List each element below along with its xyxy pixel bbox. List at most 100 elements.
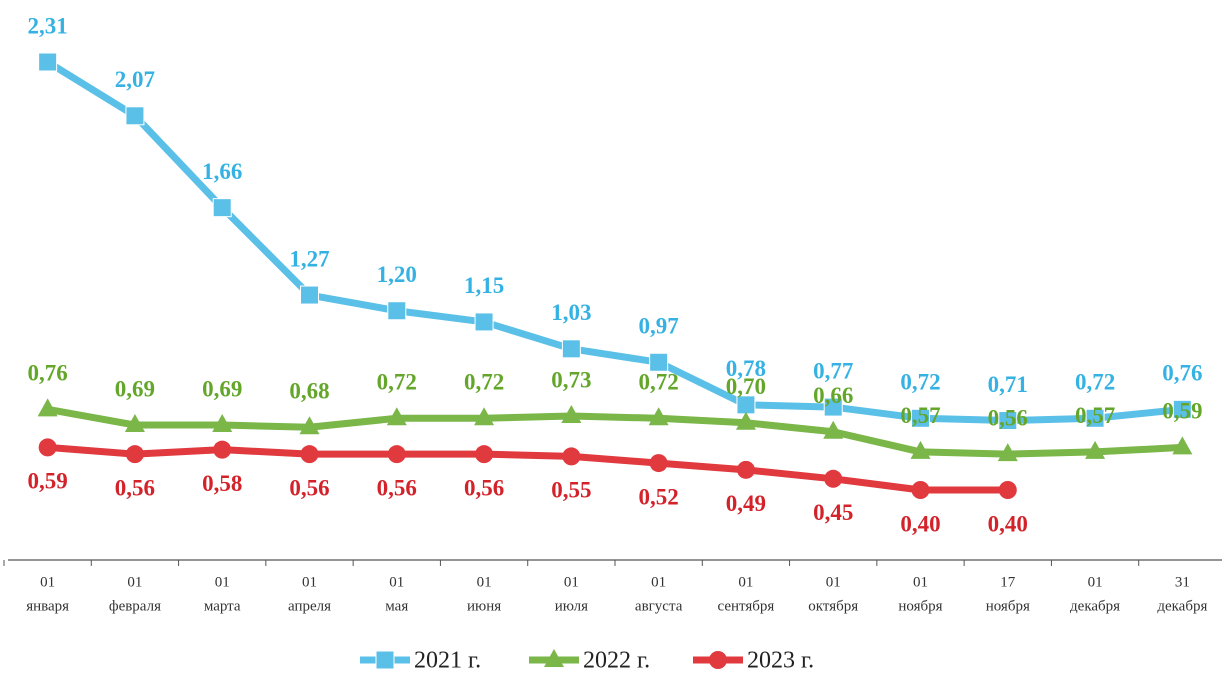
series-line <box>44 58 1186 425</box>
value-label: 1,27 <box>289 246 329 271</box>
legend-label: 2021 г. <box>414 648 481 674</box>
value-label: 0,69 <box>115 376 155 401</box>
point-marker <box>124 414 145 433</box>
x-tick-label: декабря <box>1157 598 1207 614</box>
x-tick-label: июля <box>555 598 588 614</box>
point-marker <box>911 408 930 428</box>
point-marker <box>998 481 1017 499</box>
value-label: 0,73 <box>551 367 591 392</box>
point-marker <box>38 52 58 72</box>
series-line <box>44 405 1186 458</box>
point-marker <box>474 407 495 426</box>
point-marker <box>1172 399 1192 419</box>
point-marker <box>300 445 319 464</box>
value-label: 0,97 <box>639 314 679 339</box>
x-tick-label: 01 <box>302 574 317 590</box>
x-tick-label: 17 <box>1000 574 1016 590</box>
value-label: 1,66 <box>202 159 242 184</box>
x-tick-label: сентября <box>718 598 775 614</box>
point-marker <box>910 440 931 459</box>
x-tick-label: 01 <box>127 574 142 590</box>
value-label: 0,72 <box>464 370 504 395</box>
legend-item: 2021 г. <box>360 648 481 674</box>
series-line <box>44 443 1012 494</box>
x-tick-label: апреля <box>288 598 331 614</box>
point-marker <box>299 416 320 435</box>
legend-marker <box>544 649 564 667</box>
value-label: 0,76 <box>28 361 68 386</box>
x-tick-label: 01 <box>738 574 753 590</box>
x-tick-label: 01 <box>826 574 841 590</box>
legend-marker <box>709 651 727 669</box>
value-label: 0,56 <box>988 405 1028 430</box>
value-label: 0,59 <box>1162 399 1202 424</box>
point-marker <box>475 445 494 464</box>
legend-marker <box>375 650 395 670</box>
point-marker <box>125 445 144 464</box>
value-label: 0,78 <box>726 356 766 381</box>
point-marker <box>648 407 669 426</box>
point-marker <box>649 454 668 473</box>
legend-label: 2022 г. <box>583 648 650 674</box>
value-label: 0,49 <box>726 491 766 516</box>
x-tick-label: декабря <box>1070 598 1120 614</box>
value-label: 0,72 <box>377 370 417 395</box>
point-marker <box>300 285 319 305</box>
value-label: 0,57 <box>1075 403 1115 428</box>
value-label: 0,71 <box>988 372 1028 397</box>
point-marker <box>824 469 843 488</box>
x-tick-label: 01 <box>40 574 55 590</box>
point-marker <box>649 352 669 372</box>
value-label: 2,31 <box>28 13 68 38</box>
point-marker <box>125 106 145 126</box>
value-label: 0,40 <box>900 511 940 536</box>
x-tick-label: августа <box>635 598 683 614</box>
x-tick-label: 01 <box>477 574 492 590</box>
value-label: 2,07 <box>115 67 155 92</box>
x-tick-label: марта <box>204 598 241 614</box>
value-label: 0,76 <box>1162 361 1202 386</box>
value-label: 0,52 <box>639 484 679 509</box>
x-tick-label: 01 <box>1088 574 1103 590</box>
point-marker <box>561 405 582 424</box>
value-label: 0,70 <box>726 374 766 399</box>
x-tick-label: мая <box>385 598 408 614</box>
value-label: 0,56 <box>377 475 417 500</box>
point-marker <box>736 460 755 479</box>
point-marker <box>37 398 58 417</box>
value-label: 0,55 <box>551 478 591 503</box>
legend-item: 2023 г. <box>693 648 814 674</box>
x-tick-label: 01 <box>913 574 928 590</box>
point-marker <box>561 339 581 359</box>
x-tick-label: ноября <box>898 598 942 614</box>
point-marker <box>474 312 494 332</box>
point-marker <box>823 420 844 439</box>
value-label: 0,66 <box>813 383 853 408</box>
point-marker <box>823 397 843 417</box>
value-label: 0,72 <box>900 370 940 395</box>
point-marker <box>911 481 930 499</box>
point-marker <box>387 445 406 464</box>
value-label: 0,57 <box>900 403 940 428</box>
value-label: 0,77 <box>813 358 853 383</box>
value-label: 0,72 <box>1075 370 1115 395</box>
point-marker <box>212 198 232 218</box>
value-label: 0,40 <box>988 511 1028 536</box>
x-tick-label: 31 <box>1175 574 1190 590</box>
x-tick-label: июня <box>467 598 501 614</box>
value-label: 0,68 <box>289 379 329 404</box>
point-marker <box>997 443 1018 462</box>
point-marker <box>1085 408 1105 428</box>
legend-item: 2022 г. <box>529 648 650 674</box>
x-tick-label: ноября <box>986 598 1030 614</box>
value-label: 1,03 <box>551 300 591 325</box>
point-marker <box>998 411 1018 431</box>
point-marker <box>386 407 407 426</box>
value-label: 0,69 <box>202 376 242 401</box>
value-label: 0,56 <box>115 475 155 500</box>
x-tick-label: января <box>26 598 69 614</box>
point-marker <box>212 414 233 433</box>
point-marker <box>38 438 57 457</box>
value-label: 1,20 <box>377 262 417 287</box>
